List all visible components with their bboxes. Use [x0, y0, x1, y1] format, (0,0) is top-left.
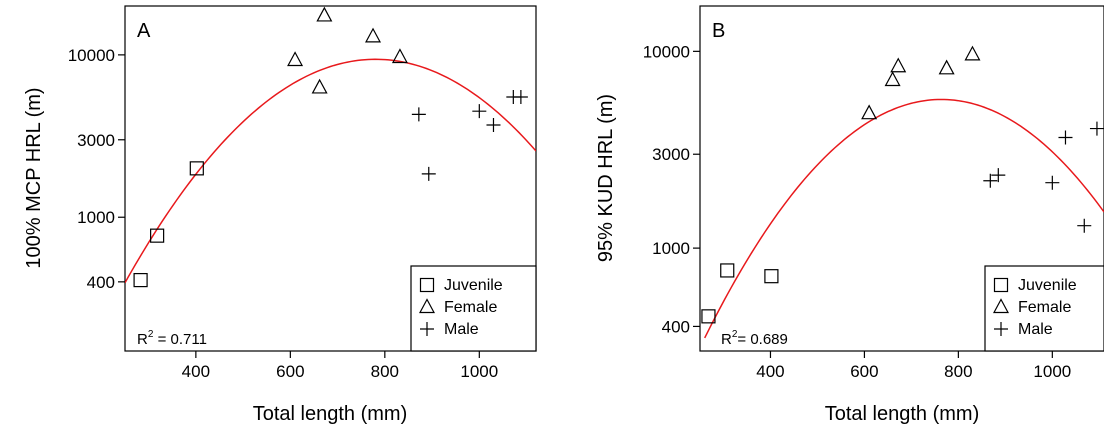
legend-female-label: Female — [444, 299, 497, 316]
legend-male-marker — [994, 322, 1008, 336]
x-axis: 400 600 800 1000 — [756, 351, 1071, 381]
y-tick-label: 400 — [662, 317, 690, 336]
data-points — [133, 6, 528, 288]
male-point — [486, 117, 501, 132]
y-axis: 400 1000 3000 10000 — [643, 42, 700, 336]
male-point — [1089, 121, 1104, 136]
male-point — [1077, 218, 1092, 233]
y-tick-label: 400 — [87, 273, 115, 292]
legend-juvenile-marker — [993, 277, 1009, 293]
panel-b: B 400 600 800 1000 400 1000 3000 10000 Total l… — [595, 5, 1104, 425]
female-point — [890, 57, 907, 73]
panel-label: B — [712, 20, 725, 42]
y-axis: 400 1000 3000 10000 — [68, 46, 125, 292]
x-axis-title: Total length (mm) — [825, 403, 980, 425]
juvenile-point — [764, 269, 779, 284]
plot-frame — [699, 5, 1104, 352]
female-point — [311, 78, 328, 94]
r-squared: R2 = 0.711 — [137, 329, 207, 348]
male-point — [1058, 130, 1073, 145]
male-point — [983, 173, 998, 188]
plot-frame — [124, 5, 537, 352]
x-tick-label: 800 — [944, 362, 972, 381]
female-point — [964, 45, 981, 61]
female-point — [287, 51, 304, 67]
x-axis-title: Total length (mm) — [253, 403, 408, 425]
male-point — [1045, 175, 1060, 190]
male-point — [421, 166, 436, 181]
panel-label: A — [137, 20, 151, 42]
female-point — [884, 71, 901, 87]
juvenile-point — [189, 161, 204, 176]
juvenile-point — [133, 272, 148, 288]
legend-juvenile-marker — [419, 277, 435, 293]
male-point — [411, 107, 426, 122]
x-tick-label: 1000 — [1033, 362, 1071, 381]
juvenile-point — [701, 309, 716, 324]
r-squared: R2= 0.689 — [721, 329, 788, 348]
legend-box — [984, 265, 1104, 352]
fit-curve-layer — [704, 98, 1104, 339]
legend-male-marker — [420, 322, 434, 336]
male-point — [991, 168, 1006, 183]
legend-male-label: Male — [444, 321, 479, 338]
female-point — [861, 104, 878, 120]
female-point — [365, 27, 382, 43]
legend-juvenile-label: Juvenile — [444, 277, 503, 294]
data-points — [701, 45, 1104, 324]
y-tick-label: 1000 — [77, 208, 115, 227]
x-tick-label: 600 — [276, 362, 304, 381]
x-tick-label: 400 — [756, 362, 784, 381]
legend-female-marker — [992, 298, 1010, 314]
fit-curve — [704, 98, 1104, 339]
female-point — [316, 6, 333, 22]
female-point — [391, 48, 408, 64]
x-axis: 400 600 800 1000 — [182, 351, 498, 381]
x-tick-label: 400 — [182, 362, 210, 381]
x-tick-label: 800 — [371, 362, 399, 381]
y-axis-title: 95% KUD HRL (m) — [595, 94, 617, 262]
fit-curve — [125, 58, 536, 284]
male-point — [513, 90, 528, 105]
y-tick-label: 10000 — [68, 46, 115, 65]
legend-male-label: Male — [1018, 321, 1053, 338]
legend-female-marker — [418, 298, 436, 314]
y-axis-title: 100% MCP HRL (m) — [23, 87, 45, 268]
female-point — [938, 59, 955, 75]
legend: Juvenile Female Male — [410, 265, 537, 352]
x-tick-label: 1000 — [460, 362, 498, 381]
male-point — [472, 104, 487, 119]
fit-curve-layer — [125, 58, 536, 284]
legend-juvenile-label: Juvenile — [1018, 277, 1077, 294]
y-tick-label: 10000 — [643, 42, 690, 61]
y-tick-label: 1000 — [652, 239, 690, 258]
y-tick-label: 3000 — [652, 145, 690, 164]
legend-female-label: Female — [1018, 299, 1071, 316]
legend: Juvenile Female Male — [984, 265, 1104, 352]
panel-a: A 400 600 800 1000 400 1000 3000 10000 Total l… — [23, 5, 537, 425]
juvenile-point — [150, 228, 165, 243]
x-tick-label: 600 — [850, 362, 878, 381]
y-tick-label: 3000 — [77, 131, 115, 150]
juvenile-point — [720, 263, 735, 278]
